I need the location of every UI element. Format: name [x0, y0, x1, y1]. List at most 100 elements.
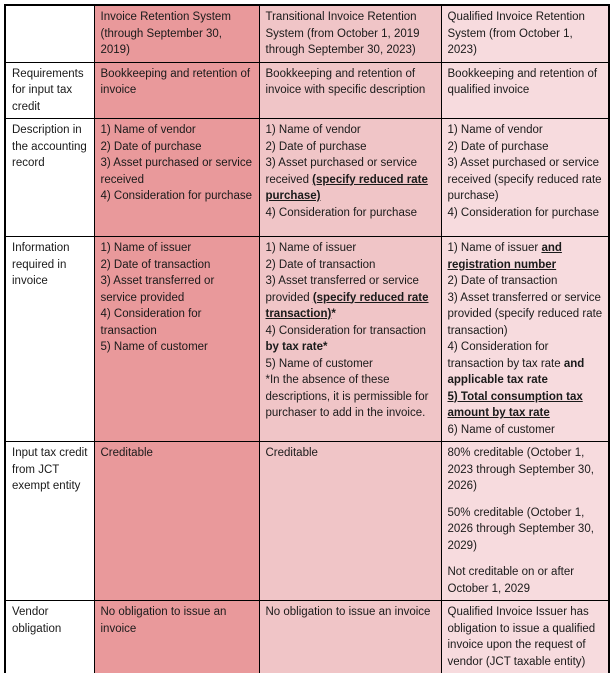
text-run: *In the absence of these descriptions, i…: [265, 374, 429, 419]
text-run: No obligation to issue an invoice: [265, 606, 431, 618]
text-run: Creditable: [265, 447, 318, 459]
cell-paragraph: 5) Total consumption tax amount by tax r…: [448, 389, 604, 422]
text-run: 2) Date of purchase: [265, 140, 367, 153]
text-run: 4) Consideration for transaction: [100, 308, 202, 337]
text-run: Bookkeeping and retention of invoice wit…: [265, 67, 426, 97]
cell-paragraph: 4) Consideration for purchase: [448, 205, 604, 222]
text-run: Bookkeeping and retention of invoice: [100, 67, 251, 97]
text-run: Creditable: [100, 447, 153, 459]
text-run: (specify reduced rate transaction): [265, 291, 429, 321]
cell-paragraph: 3) Asset purchased or service received: [101, 155, 254, 188]
table-cell: Creditable: [258, 441, 442, 601]
text-run: 5) Total consumption tax amount by tax r…: [447, 390, 583, 420]
table-cell: 1) Name of vendor 2) Date of purchase 3) A…: [93, 118, 260, 237]
cell-paragraph: 3) Asset purchased or service received (…: [448, 155, 604, 205]
cell-paragraph: 50% creditable (October 1, 2026 through …: [448, 505, 604, 555]
table-cell: No obligation to issue an invoice: [258, 600, 442, 673]
text-run: 5) Name of customer: [265, 357, 373, 370]
cell-paragraph: 4) Consideration for transaction: [101, 306, 254, 339]
cell-paragraph: *In the absence of these descriptions, i…: [266, 372, 436, 422]
cell-paragraph: 2) Date of transaction: [266, 257, 436, 274]
text-run: 4) Consideration for transaction by tax …: [447, 341, 564, 370]
table-row: Vendor obligation No obligation to issue …: [4, 600, 610, 673]
text-run: 3) Asset purchased or service received: [100, 157, 253, 186]
table-row: Information required in invoice 1) Name o…: [4, 236, 610, 442]
text-run: by tax rate*: [265, 341, 328, 353]
cell-paragraph: Bookkeeping and retention of qualified i…: [448, 66, 604, 99]
cell-paragraph: 1) Name of issuer: [101, 240, 254, 257]
text-run: and registration number: [447, 242, 562, 271]
column-header: Transitional Invoice Retention System (f…: [258, 4, 442, 63]
cell-paragraph: 2) Date of purchase: [101, 139, 254, 156]
row-label: Description in the accounting record: [4, 118, 95, 237]
cell-paragraph: Creditable: [101, 445, 254, 462]
text-run: 3) Asset transferred or service provided…: [447, 291, 603, 337]
cell-paragraph: 3) Asset transferred or service provided: [101, 273, 254, 306]
cell-paragraph: 3) Asset transferred or service provided…: [448, 290, 604, 340]
text-run: 4) Consideration for purchase: [100, 190, 253, 202]
text-run: 1) Name of issuer: [100, 242, 192, 254]
text-run: 4) Consideration for transaction: [265, 324, 426, 337]
text-run: 2) Date of transaction: [100, 258, 211, 271]
table-row: Requirements for input tax credit Bookkee…: [4, 61, 610, 119]
table-body: Requirements for input tax credit Bookkee…: [4, 61, 610, 673]
table-cell: 1) Name of issuer 2) Date of transaction 3…: [93, 236, 260, 442]
text-run: 5) Name of customer: [100, 341, 208, 353]
row-label: Information required in invoice: [4, 236, 95, 442]
corner-cell: [4, 4, 95, 63]
cell-paragraph: Qualified Invoice Issuer has obligation …: [448, 604, 604, 670]
text-run: 80% creditable (October 1, 2023 through …: [447, 447, 594, 492]
table-cell: Bookkeeping and retention of invoice wit…: [258, 61, 442, 119]
table-cell: Bookkeeping and retention of invoice: [93, 61, 260, 119]
table-cell: Bookkeeping and retention of qualified i…: [440, 61, 610, 119]
table-cell: 1) Name of issuer and registration numbe…: [440, 236, 610, 442]
cell-paragraph: No obligation to issue an invoice: [101, 604, 254, 637]
table-cell: 1) Name of vendor 2) Date of purchase 3) A…: [440, 118, 610, 237]
text-run: 2) Date of purchase: [100, 140, 202, 153]
row-label: Vendor obligation: [4, 600, 95, 673]
table-row: Description in the accounting record 1) N…: [4, 118, 610, 237]
text-run: and applicable tax rate: [447, 357, 585, 387]
row-label: Requirements for input tax credit: [4, 61, 95, 119]
text-run: 1) Name of vendor: [265, 124, 361, 136]
text-run: 1) Name of vendor: [100, 124, 196, 136]
text-run: 1) Name of vendor: [447, 124, 543, 136]
cell-paragraph: 4) Consideration for purchase: [266, 205, 436, 222]
cell-paragraph: 2) Date of transaction: [448, 273, 604, 290]
cell-paragraph: 80% creditable (October 1, 2023 through …: [448, 445, 604, 495]
text-run: 2) Date of purchase: [447, 140, 549, 153]
cell-paragraph: Creditable: [266, 445, 436, 462]
cell-paragraph: 2) Date of purchase: [266, 139, 436, 156]
cell-paragraph: 4) Consideration for transaction by tax …: [448, 339, 604, 389]
text-run: 3) Asset transferred or service provided: [100, 275, 215, 304]
cell-paragraph: 4) Consideration for purchase: [101, 188, 254, 205]
text-run: (specify reduced rate purchase): [265, 173, 428, 203]
text-run: 1) Name of issuer: [447, 242, 542, 254]
table-cell: Creditable: [93, 441, 260, 601]
table-cell: 1) Name of vendor 2) Date of purchase 3) A…: [258, 118, 442, 237]
cell-paragraph: 3) Asset transferred or service provided…: [266, 273, 436, 323]
column-header: Qualified Invoice Retention System (from…: [440, 4, 610, 63]
text-run: Qualified Invoice Issuer has obligation …: [447, 606, 596, 668]
column-header: Invoice Retention System (through Septem…: [93, 4, 260, 63]
cell-paragraph: 6) Name of customer: [448, 422, 604, 439]
text-run: 3) Asset transferred or service provided: [265, 275, 419, 304]
cell-paragraph: 2) Date of purchase: [448, 139, 604, 156]
text-run: 3) Asset purchased or service received: [265, 157, 418, 186]
text-run: 4) Consideration for purchase: [447, 206, 600, 219]
cell-paragraph: Not creditable on or after October 1, 20…: [448, 564, 604, 597]
text-run: 6) Name of customer: [447, 423, 555, 436]
cell-paragraph: Bookkeeping and retention of invoice: [101, 66, 254, 99]
text-run: 2) Date of transaction: [447, 275, 558, 287]
text-run: 1) Name of issuer: [265, 242, 357, 254]
cell-paragraph: No obligation to issue an invoice: [266, 604, 436, 621]
header-row: Invoice Retention System (through Septem…: [4, 4, 610, 63]
text-run: 4) Consideration for purchase: [265, 206, 418, 219]
cell-paragraph: 3) Asset purchased or service received (…: [266, 155, 436, 205]
row-label: Input tax credit from JCT exempt entity: [4, 441, 95, 601]
text-run: 50% creditable (October 1, 2026 through …: [447, 506, 594, 552]
cell-paragraph: 5) Name of customer: [266, 356, 436, 373]
cell-paragraph: 1) Name of vendor: [266, 122, 436, 139]
cell-paragraph: 1) Name of vendor: [101, 122, 254, 139]
